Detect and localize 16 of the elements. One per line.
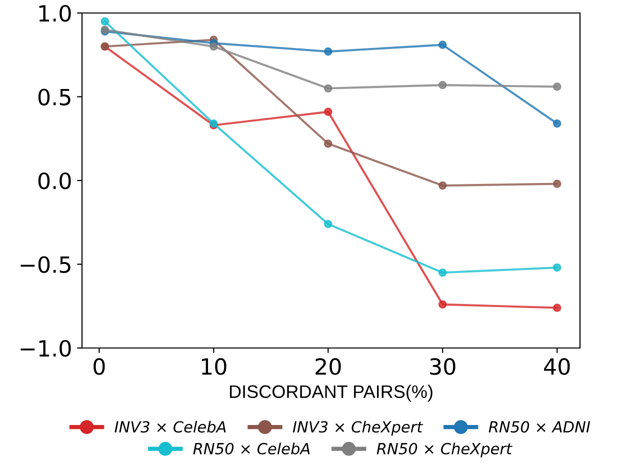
x-tick-label: 0	[94, 358, 105, 375]
x-tick-label: 40	[544, 358, 570, 375]
legend-label: RN50 × ADNI	[488, 421, 590, 433]
y-tick-label: 0.0	[38, 172, 71, 190]
y-tick-label: 1.0	[39, 4, 71, 22]
x-tick-label: 10	[202, 358, 226, 375]
y-tick-label: 0.5	[38, 88, 70, 106]
legend-label: RN50 × CelebA	[193, 442, 310, 454]
x-tick-label: 30	[430, 358, 456, 375]
legend-label: INV3 × CheXpert	[292, 420, 424, 436]
legend-label: INV3 × CelebA	[114, 420, 226, 433]
legend-label: RN50 × CheXpert	[376, 442, 512, 458]
y-tick-label: −0.5	[20, 256, 70, 274]
x-axis-title: DISCORDANT PAIRS(%)	[230, 384, 432, 402]
x-tick-label: 20	[316, 358, 341, 375]
y-tick-label: −1.0	[20, 340, 71, 357]
